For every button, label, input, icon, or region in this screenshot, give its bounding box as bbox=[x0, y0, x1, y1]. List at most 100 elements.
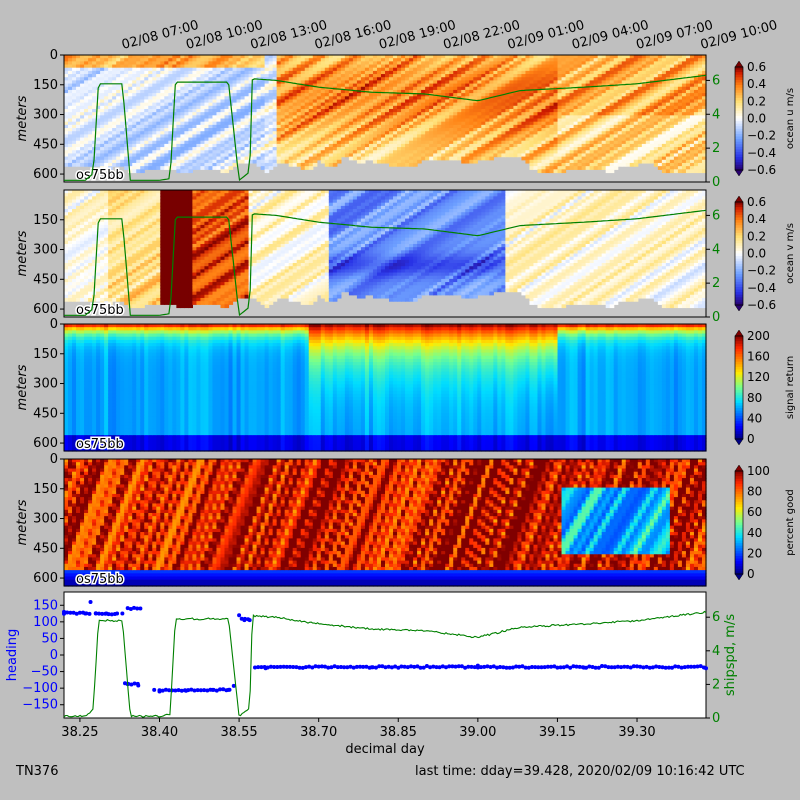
heatmap-cell bbox=[208, 105, 214, 110]
heatmap-cell bbox=[196, 118, 202, 123]
heatmap-cell bbox=[264, 70, 270, 75]
heatmap-cell bbox=[180, 58, 185, 62]
heatmap-cell bbox=[473, 64, 478, 69]
heatmap-cell bbox=[84, 150, 89, 155]
heatmap-cell bbox=[292, 74, 298, 78]
heatmap-cell bbox=[168, 55, 173, 59]
heatmap-cell bbox=[405, 134, 410, 139]
heatmap-cell bbox=[336, 80, 342, 85]
heatmap-cell bbox=[401, 143, 406, 148]
heatmap-cell bbox=[152, 70, 157, 75]
heatmap-cell bbox=[352, 143, 358, 148]
heatmap-cell bbox=[409, 105, 414, 110]
heatmap-cell bbox=[120, 55, 125, 59]
heatmap-cell bbox=[457, 102, 462, 107]
heatmap-cell bbox=[401, 118, 406, 123]
heatmap-cell bbox=[360, 64, 366, 69]
heatmap-cell bbox=[176, 64, 181, 69]
heatmap-cell bbox=[104, 118, 109, 123]
heatmap-cell bbox=[164, 74, 169, 78]
heatmap-cell bbox=[364, 96, 370, 101]
heatmap-cell bbox=[124, 140, 129, 145]
heatmap-cell bbox=[144, 137, 149, 142]
heatmap-cell bbox=[405, 115, 410, 120]
heatmap-cell bbox=[389, 80, 394, 85]
heatmap-cell bbox=[348, 131, 354, 135]
heatmap-cell bbox=[164, 61, 169, 66]
heatmap-cell bbox=[244, 89, 250, 94]
heatmap-cell bbox=[200, 89, 206, 94]
heatmap-cell bbox=[344, 96, 350, 101]
heatmap-cell bbox=[164, 96, 169, 101]
heatmap-cell bbox=[116, 147, 121, 151]
heatmap-cell bbox=[284, 131, 290, 135]
heatmap-cell bbox=[316, 99, 322, 104]
heatmap-cell bbox=[248, 93, 254, 97]
heatmap-cell bbox=[465, 96, 470, 101]
heatmap-cell bbox=[328, 115, 334, 120]
heatmap-cell bbox=[136, 124, 141, 129]
heatmap-cell bbox=[180, 143, 185, 148]
heatmap-cell bbox=[581, 166, 587, 170]
heatmap-cell bbox=[417, 105, 422, 110]
heatmap-cell bbox=[380, 137, 386, 142]
heatmap-cell bbox=[136, 128, 141, 132]
heatmap-cell bbox=[244, 108, 250, 113]
heatmap-cell bbox=[136, 86, 141, 91]
heatmap-cell bbox=[393, 93, 398, 97]
heatmap-cell bbox=[100, 80, 105, 85]
heatmap-cell bbox=[380, 102, 386, 107]
heatmap-cell bbox=[244, 159, 250, 164]
heatmap-cell bbox=[433, 67, 438, 72]
heatmap-cell bbox=[244, 64, 250, 69]
heatmap-cell bbox=[393, 61, 398, 66]
heatmap-cell bbox=[425, 99, 430, 104]
heatmap-cell bbox=[312, 102, 318, 107]
heatmap-cell bbox=[425, 108, 430, 113]
heatmap-cell bbox=[136, 74, 141, 78]
heatmap-cell bbox=[360, 108, 366, 113]
heatmap-cell bbox=[180, 55, 185, 59]
heatmap-cell bbox=[425, 67, 430, 72]
heatmap-cell bbox=[332, 118, 338, 123]
heatmap-cell bbox=[212, 102, 218, 107]
heatmap-cell bbox=[364, 102, 370, 107]
heatmap-cell bbox=[268, 140, 274, 145]
heatmap-cell bbox=[128, 83, 133, 88]
heatmap-cell bbox=[304, 61, 310, 66]
heatmap-cell bbox=[68, 143, 73, 148]
heatmap-cell bbox=[136, 159, 141, 164]
heatmap-cell bbox=[160, 121, 165, 126]
heatmap-cell bbox=[96, 162, 101, 167]
heatmap-cell bbox=[116, 70, 121, 75]
heatmap-cell bbox=[485, 86, 490, 91]
heatmap-cell bbox=[324, 80, 330, 85]
heatmap-cell bbox=[72, 67, 77, 72]
heatmap-cell bbox=[124, 147, 129, 151]
heatmap-cell bbox=[445, 70, 450, 75]
heatmap-cell bbox=[112, 102, 117, 107]
heatmap-cell bbox=[336, 156, 342, 161]
heatmap-cell bbox=[421, 102, 426, 107]
heatmap-cell bbox=[184, 166, 189, 170]
heatmap-cell bbox=[292, 58, 298, 62]
heatmap-cell bbox=[356, 150, 362, 155]
heatmap-cell bbox=[389, 86, 394, 91]
heatmap-cell bbox=[368, 70, 374, 75]
heatmap-cell bbox=[232, 159, 238, 164]
heatmap-cell bbox=[116, 67, 121, 72]
heatmap-cell bbox=[224, 105, 230, 110]
heatmap-cell bbox=[316, 102, 322, 107]
heatmap-cell bbox=[385, 121, 390, 126]
heatmap-cell bbox=[441, 86, 446, 91]
heatmap-cell bbox=[385, 86, 390, 91]
heatmap-cell bbox=[128, 74, 133, 78]
heatmap-cell bbox=[348, 112, 354, 116]
heatmap-cell bbox=[320, 131, 326, 135]
heatmap-cell bbox=[437, 77, 442, 81]
heatmap-cell bbox=[389, 70, 394, 75]
heatmap-cell bbox=[485, 156, 490, 161]
heatmap-cell bbox=[332, 83, 338, 88]
heatmap-cell bbox=[108, 131, 113, 135]
heatmap-cell bbox=[156, 121, 161, 126]
